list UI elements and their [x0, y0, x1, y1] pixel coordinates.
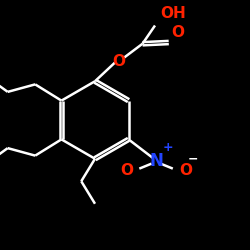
- Text: O: O: [179, 163, 192, 178]
- Text: O: O: [120, 163, 133, 178]
- Text: O: O: [112, 54, 125, 69]
- Text: −: −: [188, 152, 198, 165]
- Text: O: O: [171, 25, 184, 40]
- Text: +: +: [163, 140, 174, 153]
- Text: OH: OH: [160, 6, 186, 20]
- Text: N: N: [149, 152, 163, 170]
